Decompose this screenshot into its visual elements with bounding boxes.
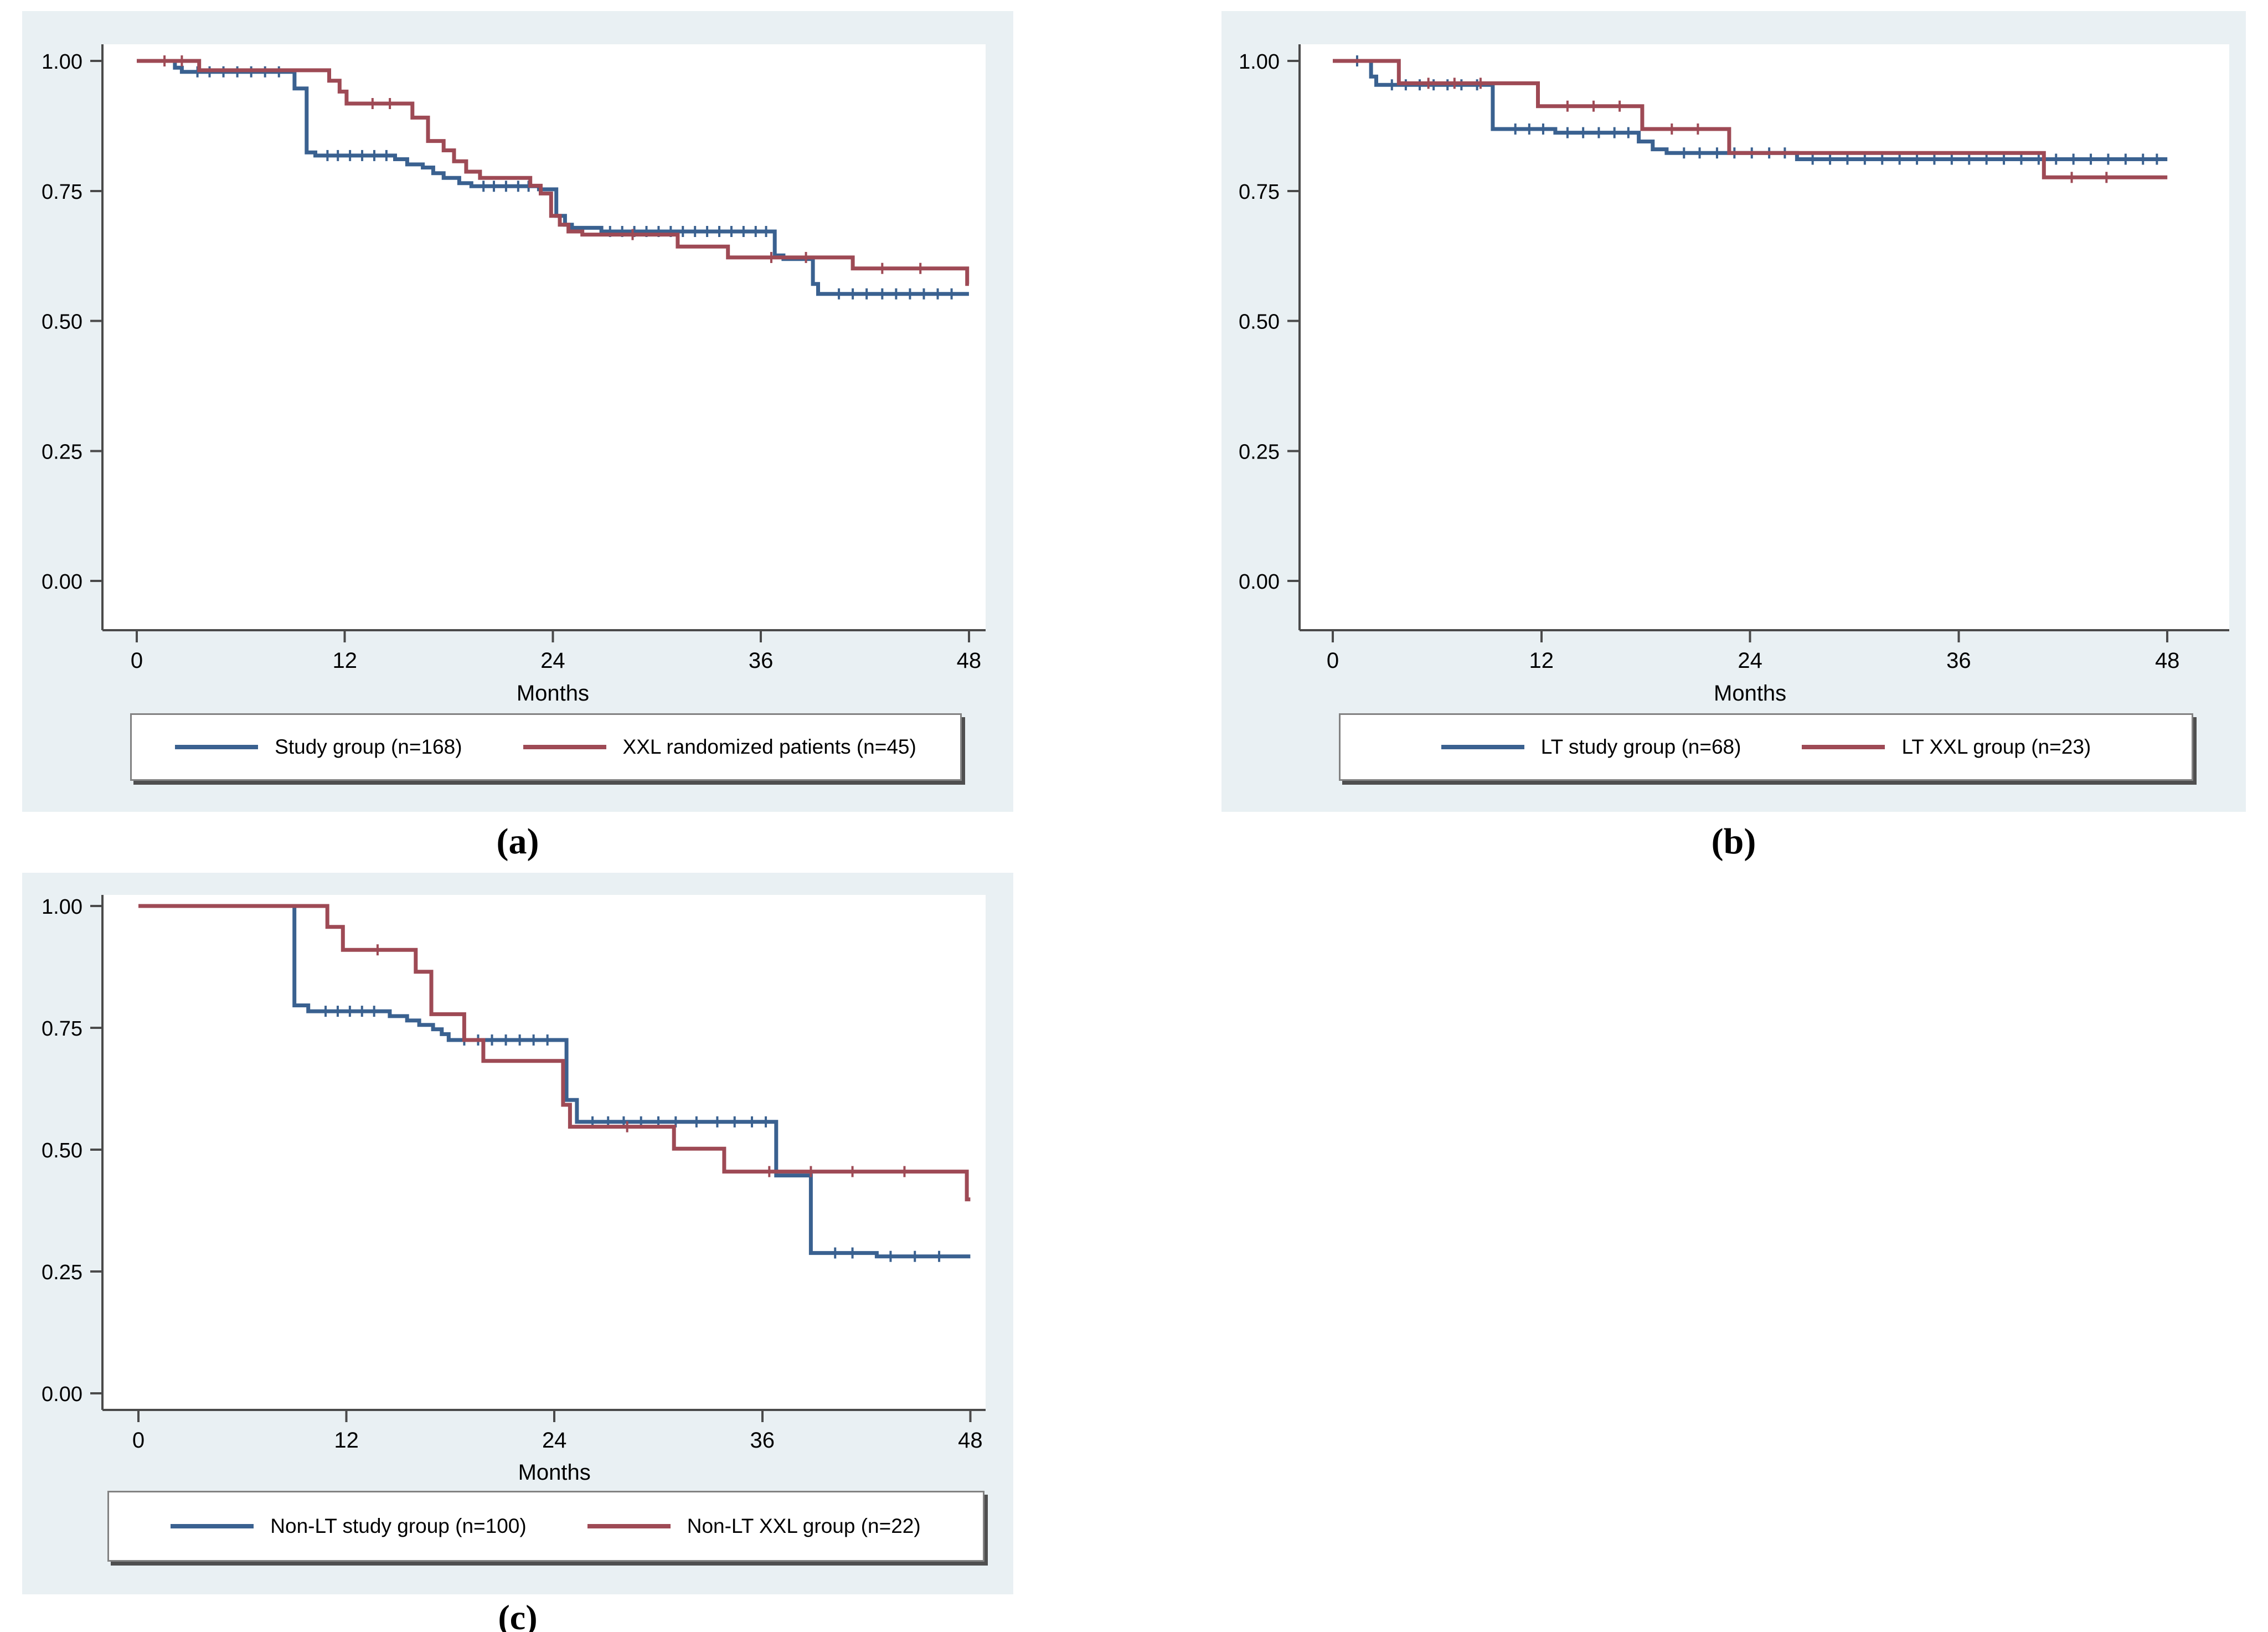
svg-text:0.25: 0.25 xyxy=(42,440,83,464)
legend-entry: Non-LT XXL group (n=22) xyxy=(587,1515,921,1538)
legend-label: XXL randomized patients (n=45) xyxy=(622,735,916,758)
legend-entry: LT study group (n=68) xyxy=(1441,735,1741,759)
blue-line-swatch xyxy=(171,1524,254,1528)
svg-text:0.75: 0.75 xyxy=(1239,181,1280,204)
legend-entry: LT XXL group (n=23) xyxy=(1802,735,2091,759)
svg-text:48: 48 xyxy=(957,648,982,673)
svg-text:36: 36 xyxy=(749,648,774,673)
km-panel-b: 1.00 0.75 0.50 0.25 0.00 0 12 24 36 48 Months LT s… xyxy=(1221,11,2246,812)
svg-text:12: 12 xyxy=(1529,648,1554,673)
km-plot-b-svg: 1.00 0.75 0.50 0.25 0.00 0 12 24 36 48 Months xyxy=(1221,11,2246,812)
legend-entry: Study group (n=168) xyxy=(175,735,462,759)
svg-text:0.50: 0.50 xyxy=(1239,311,1280,334)
svg-text:0.75: 0.75 xyxy=(42,1017,83,1041)
legend-label: Non-LT XXL group (n=22) xyxy=(687,1515,921,1537)
svg-text:0.25: 0.25 xyxy=(42,1261,83,1284)
svg-text:48: 48 xyxy=(958,1428,983,1453)
svg-text:0: 0 xyxy=(131,648,143,673)
svg-text:0.50: 0.50 xyxy=(42,1139,83,1162)
svg-text:12: 12 xyxy=(334,1428,359,1453)
svg-text:36: 36 xyxy=(750,1428,775,1453)
svg-text:0.50: 0.50 xyxy=(42,311,83,334)
svg-text:0.00: 0.00 xyxy=(42,1383,83,1406)
svg-text:24: 24 xyxy=(540,648,565,673)
legend-panel-a: Study group (n=168) XXL randomized patie… xyxy=(130,713,962,781)
svg-text:Months: Months xyxy=(1714,681,1786,706)
svg-text:0.00: 0.00 xyxy=(42,570,83,594)
legend-label: Non-LT study group (n=100) xyxy=(270,1515,527,1537)
svg-text:0.75: 0.75 xyxy=(42,181,83,204)
svg-text:0.25: 0.25 xyxy=(1239,440,1280,464)
legend-panel-b: LT study group (n=68) LT XXL group (n=23… xyxy=(1339,713,2193,781)
km-panel-c: 1.00 0.75 0.50 0.25 0.00 0 12 24 36 48 Months Non-… xyxy=(22,873,1013,1594)
legend-entry: XXL randomized patients (n=45) xyxy=(523,735,916,759)
red-line-swatch xyxy=(1802,745,1885,749)
svg-text:Months: Months xyxy=(517,681,589,706)
svg-text:24: 24 xyxy=(542,1428,567,1453)
km-panel-a: 1.00 0.75 0.50 0.25 0.00 0 12 24 36 48 Months Stud… xyxy=(22,11,1013,812)
legend-entry: Non-LT study group (n=100) xyxy=(171,1515,527,1538)
blue-line-swatch xyxy=(175,745,259,749)
svg-text:0: 0 xyxy=(1327,648,1339,673)
svg-text:48: 48 xyxy=(2155,648,2180,673)
svg-text:1.00: 1.00 xyxy=(42,895,83,919)
panel-letter-c: (c) xyxy=(498,1598,538,1632)
svg-text:24: 24 xyxy=(1738,648,1762,673)
km-plot-a-svg: 1.00 0.75 0.50 0.25 0.00 0 12 24 36 48 Months xyxy=(22,11,1013,812)
svg-text:0.00: 0.00 xyxy=(1239,570,1280,594)
panel-letter-b: (b) xyxy=(1711,821,1756,862)
km-plot-c-svg: 1.00 0.75 0.50 0.25 0.00 0 12 24 36 48 Months xyxy=(22,873,1013,1594)
svg-text:1.00: 1.00 xyxy=(1239,50,1280,74)
legend-label: Study group (n=168) xyxy=(275,735,462,758)
svg-text:1.00: 1.00 xyxy=(42,50,83,74)
svg-text:Months: Months xyxy=(518,1460,591,1485)
legend-label: LT XXL group (n=23) xyxy=(1901,735,2091,758)
red-line-swatch xyxy=(523,745,606,749)
svg-text:0: 0 xyxy=(132,1428,145,1453)
legend-panel-c: Non-LT study group (n=100) Non-LT XXL gr… xyxy=(107,1491,984,1562)
red-line-swatch xyxy=(587,1524,671,1528)
panel-letter-a: (a) xyxy=(496,821,539,862)
legend-label: LT study group (n=68) xyxy=(1540,735,1741,758)
blue-line-swatch xyxy=(1441,745,1524,749)
svg-text:36: 36 xyxy=(1946,648,1971,673)
svg-text:12: 12 xyxy=(332,648,357,673)
